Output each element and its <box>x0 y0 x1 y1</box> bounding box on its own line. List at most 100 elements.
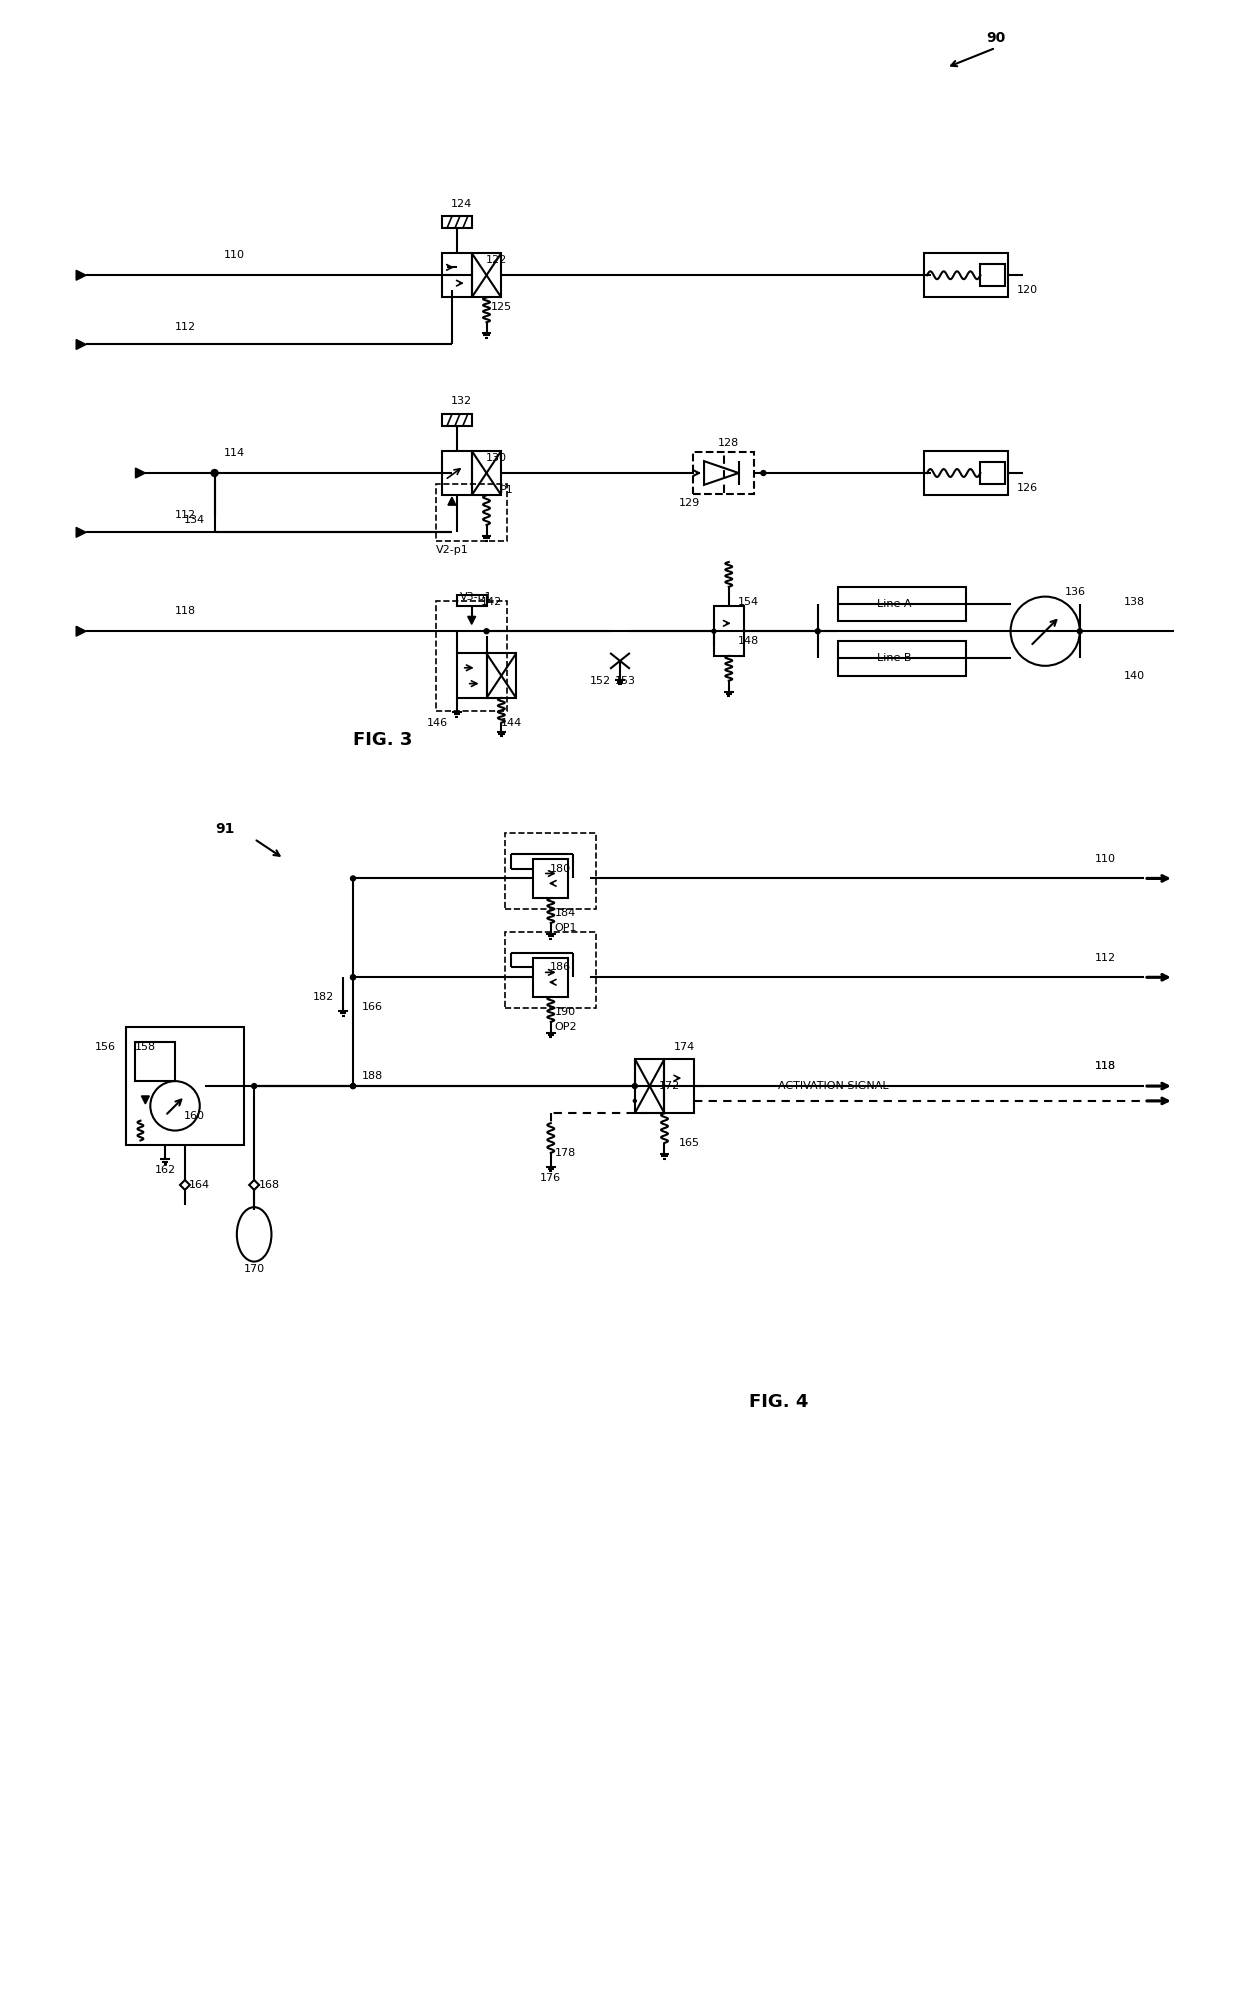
Text: 176: 176 <box>541 1172 562 1182</box>
Text: 128: 128 <box>718 438 739 448</box>
Text: 124: 124 <box>451 199 472 209</box>
Text: 170: 170 <box>243 1264 264 1274</box>
Text: 110: 110 <box>1095 853 1116 863</box>
Circle shape <box>351 975 356 979</box>
Circle shape <box>351 975 356 979</box>
Text: 112: 112 <box>175 321 196 331</box>
Text: 186: 186 <box>551 963 572 973</box>
Polygon shape <box>76 339 86 349</box>
Text: 154: 154 <box>738 596 759 606</box>
Text: Line A: Line A <box>877 598 911 608</box>
Bar <box>486 654 516 698</box>
Text: ACTIVATION SIGNAL: ACTIVATION SIGNAL <box>779 1082 889 1092</box>
Text: 126: 126 <box>1017 484 1038 494</box>
Text: 160: 160 <box>185 1110 206 1120</box>
Bar <box>456 594 486 606</box>
Polygon shape <box>135 468 145 478</box>
Text: 162: 162 <box>155 1166 176 1176</box>
Bar <box>714 606 744 656</box>
Bar <box>635 1060 665 1114</box>
Bar <box>837 640 966 676</box>
Bar <box>837 586 966 622</box>
Text: 165: 165 <box>678 1138 699 1148</box>
Circle shape <box>484 628 489 634</box>
Text: 166: 166 <box>362 1001 383 1012</box>
Polygon shape <box>76 626 86 636</box>
Text: 140: 140 <box>1123 670 1145 680</box>
Text: 178: 178 <box>556 1148 577 1158</box>
Text: 184: 184 <box>556 907 577 917</box>
Text: 118: 118 <box>1095 1062 1116 1072</box>
Text: 138: 138 <box>1123 596 1145 606</box>
Text: 110: 110 <box>224 251 244 261</box>
Text: 114: 114 <box>223 448 246 458</box>
Circle shape <box>351 875 356 881</box>
Bar <box>441 452 471 496</box>
Polygon shape <box>141 1096 149 1104</box>
Text: 153: 153 <box>615 676 635 686</box>
Bar <box>441 253 471 297</box>
Text: 188: 188 <box>362 1072 383 1082</box>
Text: V2-p1: V2-p1 <box>435 544 469 554</box>
Circle shape <box>634 1100 636 1102</box>
Text: 130: 130 <box>486 454 507 464</box>
Circle shape <box>632 1084 637 1088</box>
Circle shape <box>252 1084 257 1088</box>
Text: 132: 132 <box>451 395 472 405</box>
Bar <box>471 253 501 297</box>
Text: 142: 142 <box>481 596 502 606</box>
Text: 158: 158 <box>135 1042 156 1052</box>
Text: OP1: OP1 <box>554 923 577 933</box>
Text: 172: 172 <box>658 1082 680 1092</box>
Text: Line B: Line B <box>877 654 911 664</box>
Circle shape <box>761 470 766 476</box>
Text: 120: 120 <box>1017 285 1038 295</box>
Bar <box>533 859 568 899</box>
Circle shape <box>211 470 218 476</box>
Bar <box>665 1060 694 1114</box>
Text: FIG. 3: FIG. 3 <box>353 731 413 749</box>
Text: 148: 148 <box>738 636 759 646</box>
Text: 180: 180 <box>551 863 572 873</box>
Text: 112: 112 <box>175 510 196 520</box>
Circle shape <box>351 1084 356 1088</box>
Circle shape <box>815 628 820 634</box>
Text: 90: 90 <box>986 30 1006 44</box>
Bar <box>981 462 1006 484</box>
Bar <box>456 654 486 698</box>
Bar <box>471 452 501 496</box>
Text: 136: 136 <box>1064 586 1085 596</box>
Text: 164: 164 <box>190 1180 211 1190</box>
Text: 122: 122 <box>486 255 507 265</box>
Polygon shape <box>76 528 86 538</box>
Polygon shape <box>467 616 476 624</box>
Text: 144: 144 <box>501 719 522 729</box>
Circle shape <box>1078 628 1083 634</box>
Text: 118: 118 <box>175 606 196 616</box>
Bar <box>135 1042 175 1082</box>
Text: 168: 168 <box>258 1180 279 1190</box>
Bar <box>924 253 1008 297</box>
Text: OP2: OP2 <box>554 1022 577 1032</box>
Circle shape <box>712 630 715 632</box>
Text: 174: 174 <box>673 1042 694 1052</box>
Text: 125: 125 <box>491 303 512 313</box>
Text: 134: 134 <box>185 516 206 526</box>
Text: 152: 152 <box>590 676 611 686</box>
Text: 112: 112 <box>1095 953 1116 963</box>
Text: 182: 182 <box>312 991 334 1001</box>
Bar <box>924 452 1008 496</box>
Bar <box>441 413 471 425</box>
Bar <box>533 957 568 997</box>
Text: P1: P1 <box>500 486 513 496</box>
Bar <box>441 217 471 229</box>
Text: V3-p1: V3-p1 <box>460 592 494 602</box>
Text: 129: 129 <box>678 498 699 508</box>
Bar <box>981 265 1006 287</box>
Polygon shape <box>448 498 456 506</box>
Text: 91: 91 <box>215 823 234 837</box>
Bar <box>125 1028 244 1146</box>
Text: 118: 118 <box>1095 1062 1116 1072</box>
Polygon shape <box>76 271 86 281</box>
Text: 190: 190 <box>556 1008 577 1018</box>
